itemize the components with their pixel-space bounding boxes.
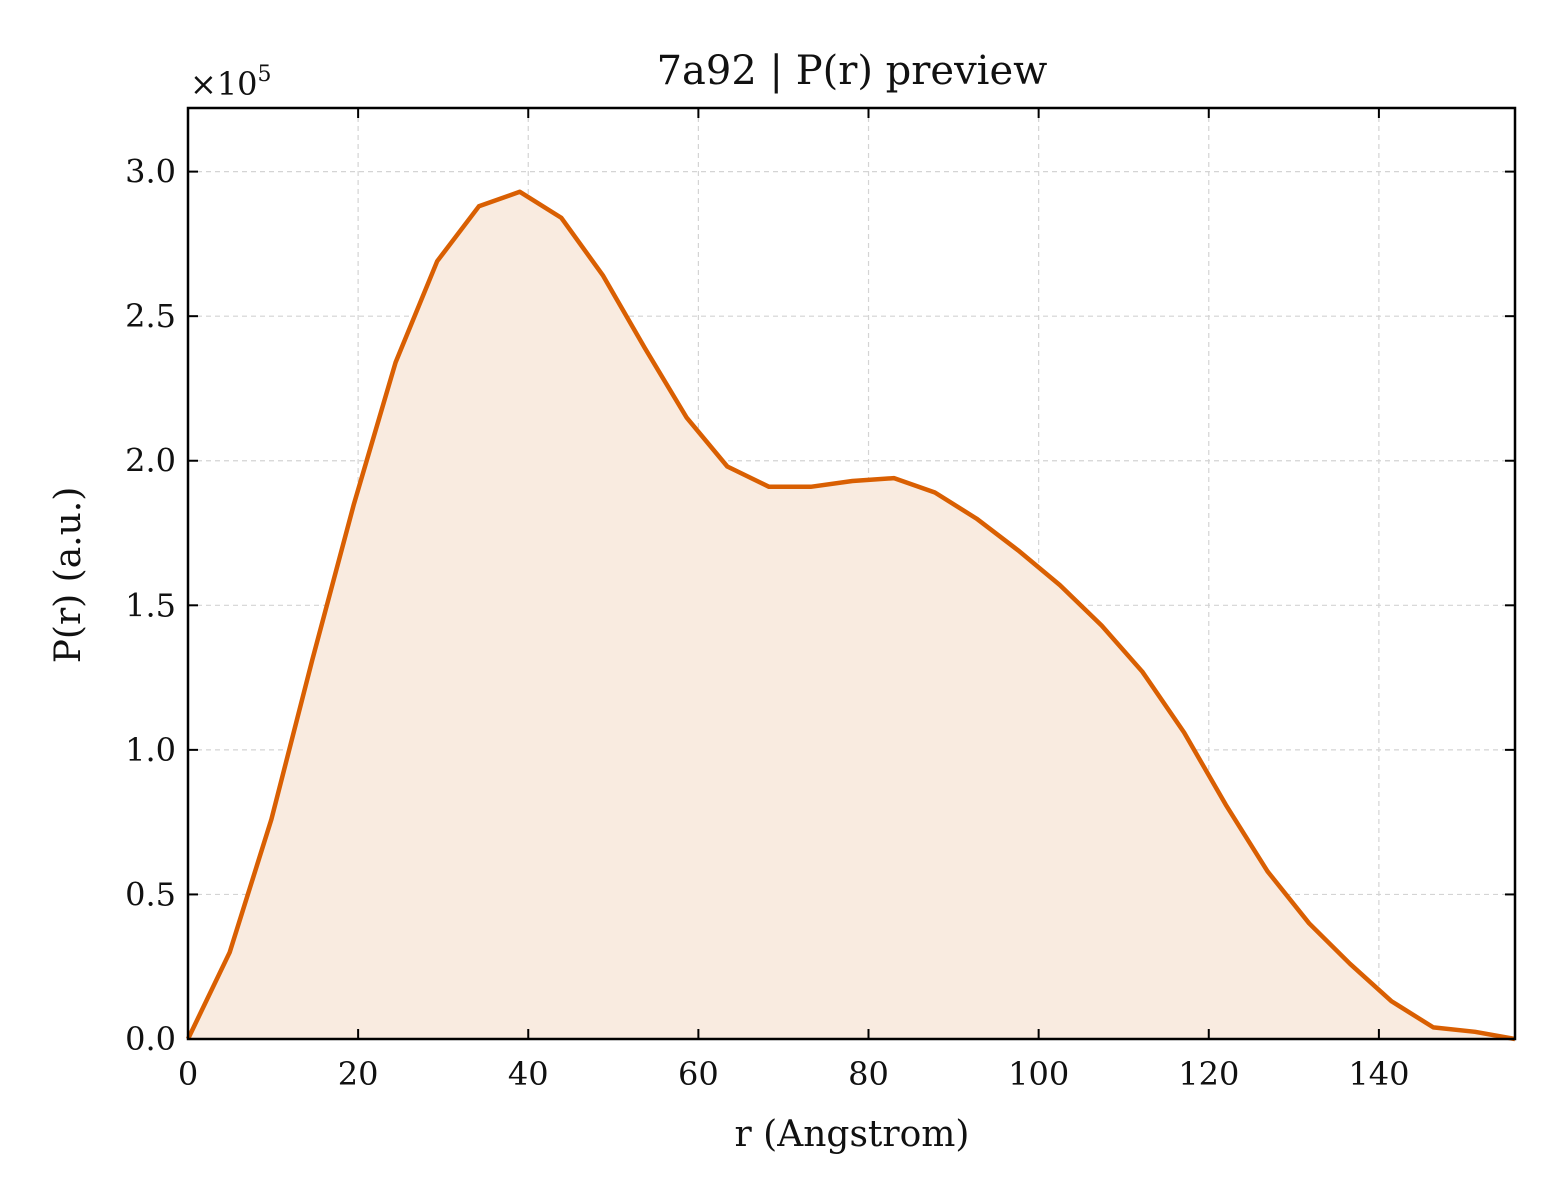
y-tick-label: 2.5	[125, 297, 176, 335]
y-axis-multiplier: ×105	[190, 62, 272, 103]
x-axis-ticks: 0 20 40 60 80 100 120 140	[178, 108, 1409, 1093]
x-tick-label: 140	[1348, 1055, 1409, 1093]
pr-series-line	[185, 189, 1516, 1042]
y-tick-label: 0.5	[125, 875, 176, 913]
x-tick-label: 100	[1008, 1055, 1069, 1093]
x-tick-label: 120	[1178, 1055, 1239, 1093]
x-tick-label: 60	[678, 1055, 719, 1093]
x-tick-label: 80	[848, 1055, 889, 1093]
x-tick-label: 20	[338, 1055, 379, 1093]
pr-area-fill	[188, 191, 1515, 1040]
y-multiplier-base: ×10	[190, 65, 258, 103]
y-tick-label: 1.5	[125, 586, 176, 624]
y-multiplier-exponent: 5	[258, 62, 272, 87]
y-tick-label: 1.0	[125, 731, 176, 769]
y-tick-label: 2.0	[125, 442, 176, 480]
y-tick-label: 0.0	[125, 1020, 176, 1058]
y-tick-label: 3.0	[125, 153, 176, 191]
x-axis-label: r (Angstrom)	[735, 1114, 970, 1155]
y-axis-label: P(r) (a.u.)	[48, 487, 89, 664]
plot-frame	[186, 106, 1517, 1041]
x-tick-label: 40	[508, 1055, 549, 1093]
chart-title: 7a92 | P(r) preview	[657, 48, 1048, 94]
x-tick-label: 0	[178, 1055, 198, 1093]
y-axis-ticks: 0.0 0.5 1.0 1.5 2.0 2.5 3.0	[125, 153, 1515, 1058]
